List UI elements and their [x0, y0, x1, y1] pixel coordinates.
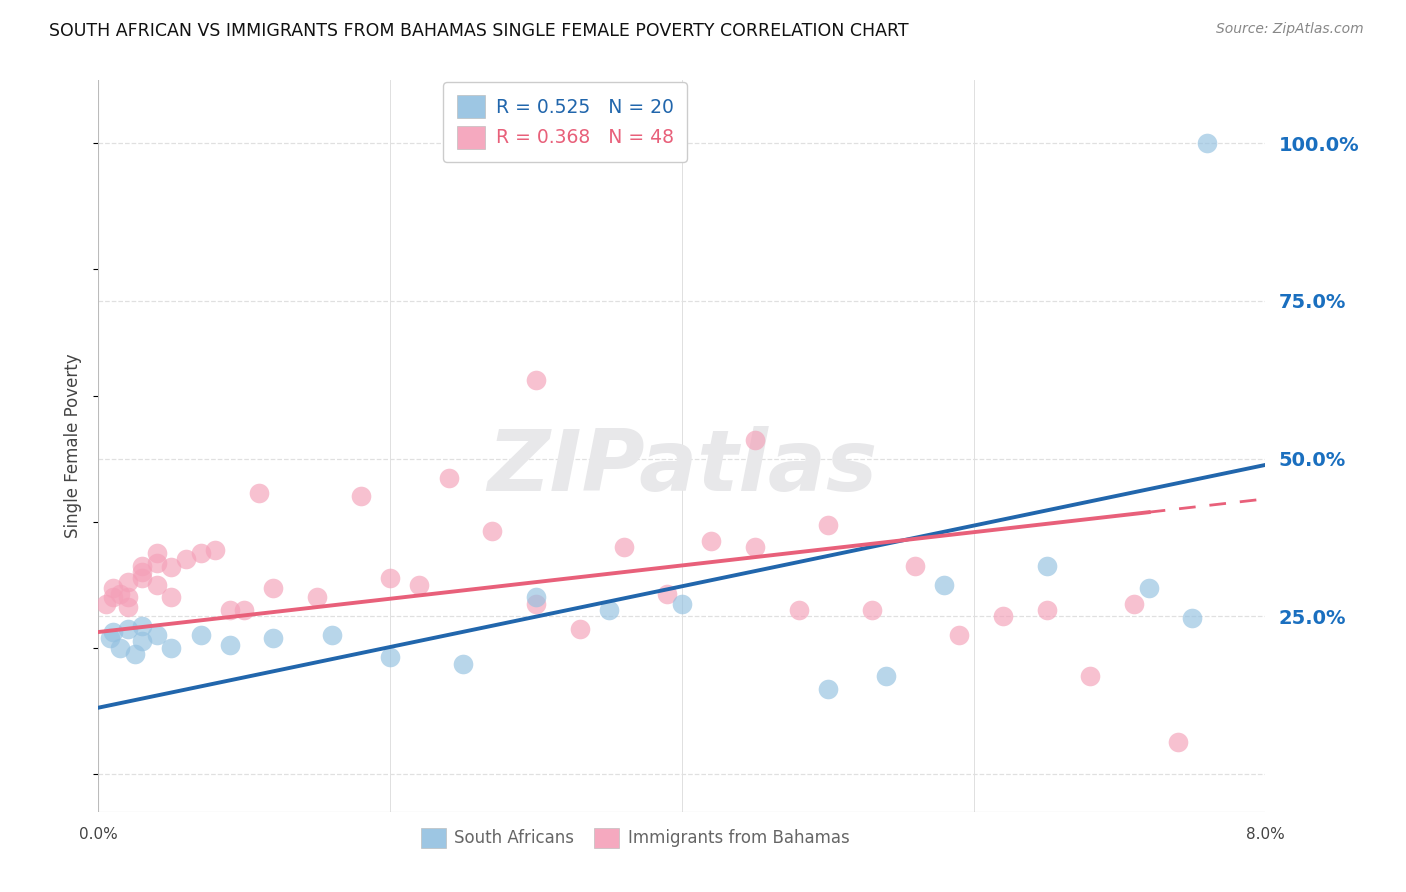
Point [744, 433, 766, 447]
Point [321, 628, 343, 642]
Point [204, 543, 226, 558]
Point [146, 556, 169, 570]
Point [117, 591, 139, 605]
Point [131, 618, 153, 632]
Point [598, 603, 620, 617]
Point [817, 681, 839, 696]
Point [1035, 603, 1057, 617]
Point [233, 603, 256, 617]
Text: ZIPatlas: ZIPatlas [486, 426, 877, 509]
Point [524, 597, 547, 611]
Point [131, 571, 153, 585]
Point [1167, 735, 1189, 749]
Point [146, 628, 169, 642]
Point [307, 591, 329, 605]
Point [117, 622, 139, 636]
Point [1035, 558, 1057, 573]
Point [350, 490, 373, 504]
Point [380, 571, 402, 585]
Point [124, 647, 146, 661]
Point [612, 540, 634, 554]
Point [131, 565, 153, 579]
Point [934, 578, 956, 592]
Point [94, 597, 117, 611]
Point [1137, 581, 1160, 595]
Y-axis label: Single Female Poverty: Single Female Poverty [65, 354, 83, 538]
Point [1197, 136, 1219, 151]
Point [787, 603, 810, 617]
Point [437, 470, 460, 484]
Point [101, 591, 124, 605]
Text: Source: ZipAtlas.com: Source: ZipAtlas.com [1216, 22, 1364, 37]
Point [817, 517, 839, 532]
Point [160, 560, 183, 574]
Point [408, 578, 430, 592]
Point [875, 669, 897, 683]
Point [262, 632, 284, 646]
Point [657, 587, 679, 601]
Point [98, 632, 121, 646]
Point [451, 657, 474, 671]
Point [744, 540, 766, 554]
Point [146, 546, 169, 560]
Point [160, 640, 183, 655]
Point [904, 558, 927, 573]
Text: 8.0%: 8.0% [1246, 828, 1285, 842]
Point [101, 581, 124, 595]
Point [117, 599, 139, 614]
Point [131, 634, 153, 648]
Point [700, 533, 723, 548]
Point [160, 591, 183, 605]
Point [117, 574, 139, 589]
Point [110, 587, 132, 601]
Point [1123, 597, 1146, 611]
Point [524, 591, 547, 605]
Point [218, 638, 240, 652]
Point [247, 486, 270, 500]
Point [101, 625, 124, 640]
Point [860, 603, 883, 617]
Point [1181, 610, 1204, 624]
Point [380, 650, 402, 665]
Point [481, 524, 503, 538]
Point [948, 628, 970, 642]
Point [671, 597, 693, 611]
Point [190, 628, 212, 642]
Point [110, 640, 132, 655]
Point [146, 578, 169, 592]
Point [568, 622, 591, 636]
Text: 0.0%: 0.0% [79, 828, 118, 842]
Point [190, 546, 212, 560]
Point [524, 373, 547, 387]
Point [174, 552, 197, 566]
Text: SOUTH AFRICAN VS IMMIGRANTS FROM BAHAMAS SINGLE FEMALE POVERTY CORRELATION CHART: SOUTH AFRICAN VS IMMIGRANTS FROM BAHAMAS… [49, 22, 908, 40]
Point [991, 609, 1014, 624]
Point [218, 603, 240, 617]
Legend: South Africans, Immigrants from Bahamas: South Africans, Immigrants from Bahamas [415, 821, 856, 855]
Point [1080, 669, 1102, 683]
Point [262, 581, 284, 595]
Point [131, 558, 153, 573]
